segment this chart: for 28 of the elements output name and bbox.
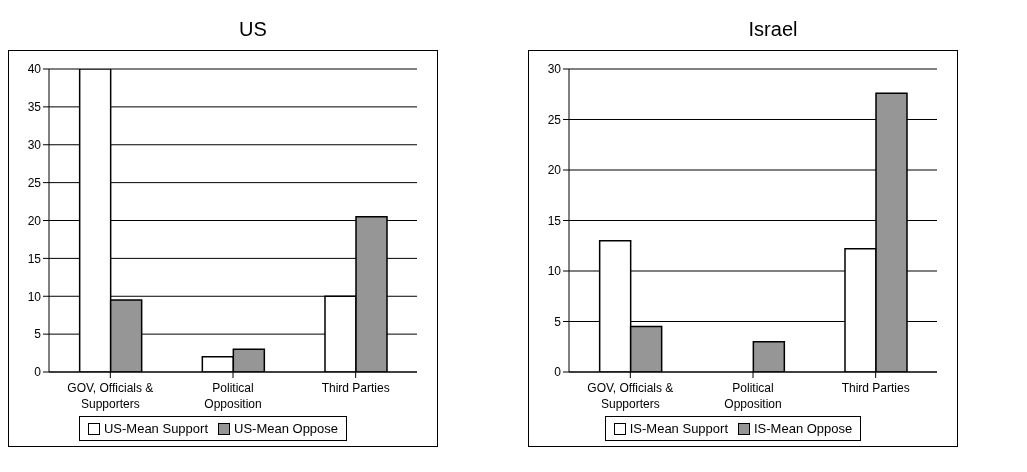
y-tick-label: 35 xyxy=(27,100,42,115)
x-tick-label: Political Opposition xyxy=(724,381,782,411)
y-tick-label: 40 xyxy=(27,62,42,77)
y-tick-label: 30 xyxy=(547,62,562,77)
chart-title: Israel xyxy=(747,17,799,42)
y-tick-label: 10 xyxy=(27,289,42,304)
y-tick-label: 5 xyxy=(34,327,42,342)
y-tick-label: 25 xyxy=(27,175,42,190)
legend-label: IS-Mean Oppose xyxy=(753,421,853,436)
y-tick-label: 25 xyxy=(547,112,562,127)
x-tick-label: Third Parties xyxy=(321,381,390,395)
legend-label: IS-Mean Support xyxy=(628,421,728,436)
x-tick-label: GOV, Officials & Supporters xyxy=(587,381,674,411)
y-tick-label: 0 xyxy=(554,365,562,380)
x-tick-label: Third Parties xyxy=(841,381,910,395)
legend-label: US-Mean Support xyxy=(102,421,208,436)
legend-label: US-Mean Oppose xyxy=(233,421,339,436)
y-tick-label: 0 xyxy=(34,365,42,380)
x-tick-label: GOV, Officials & Supporters xyxy=(67,381,154,411)
y-tick-label: 30 xyxy=(27,138,42,153)
y-tick-label: 5 xyxy=(554,314,562,329)
x-tick-label: Political Opposition xyxy=(204,381,262,411)
y-tick-label: 15 xyxy=(547,213,562,228)
chart-title: US xyxy=(238,17,268,42)
y-tick-label: 10 xyxy=(547,264,562,279)
y-tick-label: 15 xyxy=(27,251,42,266)
y-tick-label: 20 xyxy=(27,213,42,228)
y-tick-label: 20 xyxy=(547,163,562,178)
